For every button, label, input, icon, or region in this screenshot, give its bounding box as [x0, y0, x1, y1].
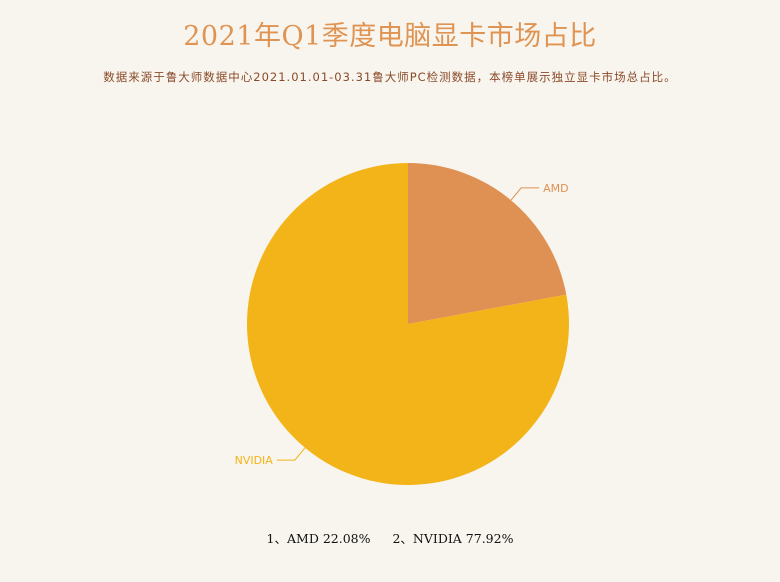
footer-item-nvidia: 2、NVIDIA 77.92% — [392, 531, 514, 546]
chart-subtitle: 数据来源于鲁大师数据中心2021.01.01-03.31鲁大师PC检测数据，本榜… — [103, 70, 677, 84]
chart-title: 2021年Q1季度电脑显卡市场占比 — [183, 21, 597, 52]
slice-label-nvidia: NVIDIA — [235, 454, 274, 467]
pie-slice-amd[interactable] — [408, 163, 567, 324]
pie-slice-nvidia[interactable] — [247, 163, 569, 485]
footer-item-amd: 1、AMD 22.08% — [266, 531, 371, 546]
leader-line-nvidia — [276, 447, 306, 461]
footer-legend: 1、AMD 22.08% 2、NVIDIA 77.92% — [0, 528, 780, 547]
leader-line-amd — [510, 187, 540, 201]
slice-label-amd: AMD — [543, 182, 569, 195]
